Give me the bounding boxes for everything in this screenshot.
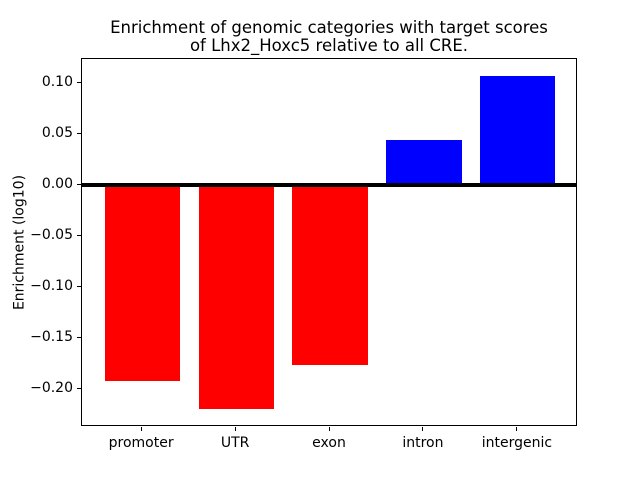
x-tick-mark	[422, 427, 424, 431]
y-tick-label: −0.20	[30, 380, 73, 396]
bar-intergenic	[480, 75, 556, 185]
x-tick-mark	[140, 427, 142, 431]
x-tick-mark	[234, 427, 236, 431]
x-tick-mark	[516, 427, 518, 431]
y-tick-label: −0.15	[30, 329, 73, 345]
y-tick-label: 0.05	[41, 124, 73, 141]
bar-UTR	[198, 184, 274, 410]
y-tick-mark	[77, 337, 81, 338]
y-tick-mark	[77, 82, 81, 83]
x-tick-label-intergenic: intergenic	[481, 435, 553, 451]
y-tick-label: −0.10	[30, 278, 73, 294]
y-tick-mark	[77, 388, 81, 389]
x-tick-mark	[328, 427, 330, 431]
y-tick-label: 0.10	[41, 73, 73, 90]
plot-area	[81, 58, 577, 426]
y-tick-mark	[77, 184, 81, 185]
bar-intron	[386, 140, 462, 185]
x-tick-label-exon: exon	[312, 435, 346, 451]
y-tick-mark	[77, 235, 81, 236]
y-tick-mark	[77, 286, 81, 287]
y-tick-label: 0.00	[41, 175, 73, 192]
x-tick-label-UTR: UTR	[220, 435, 250, 451]
x-tick-label-promoter: promoter	[108, 435, 174, 451]
bar-exon	[292, 184, 368, 366]
chart-title-line2: of Lhx2_Hoxc5 relative to all CRE.	[189, 35, 469, 55]
x-tick-label-intron: intron	[402, 435, 444, 451]
chart-title-line1: Enrichment of genomic categories with ta…	[110, 18, 548, 37]
bar-promoter	[104, 184, 180, 381]
y-tick-mark	[77, 133, 81, 134]
y-tick-label: −0.05	[30, 227, 73, 243]
chart-title: Enrichment of genomic categories with ta…	[81, 19, 577, 54]
zero-line	[82, 182, 576, 187]
